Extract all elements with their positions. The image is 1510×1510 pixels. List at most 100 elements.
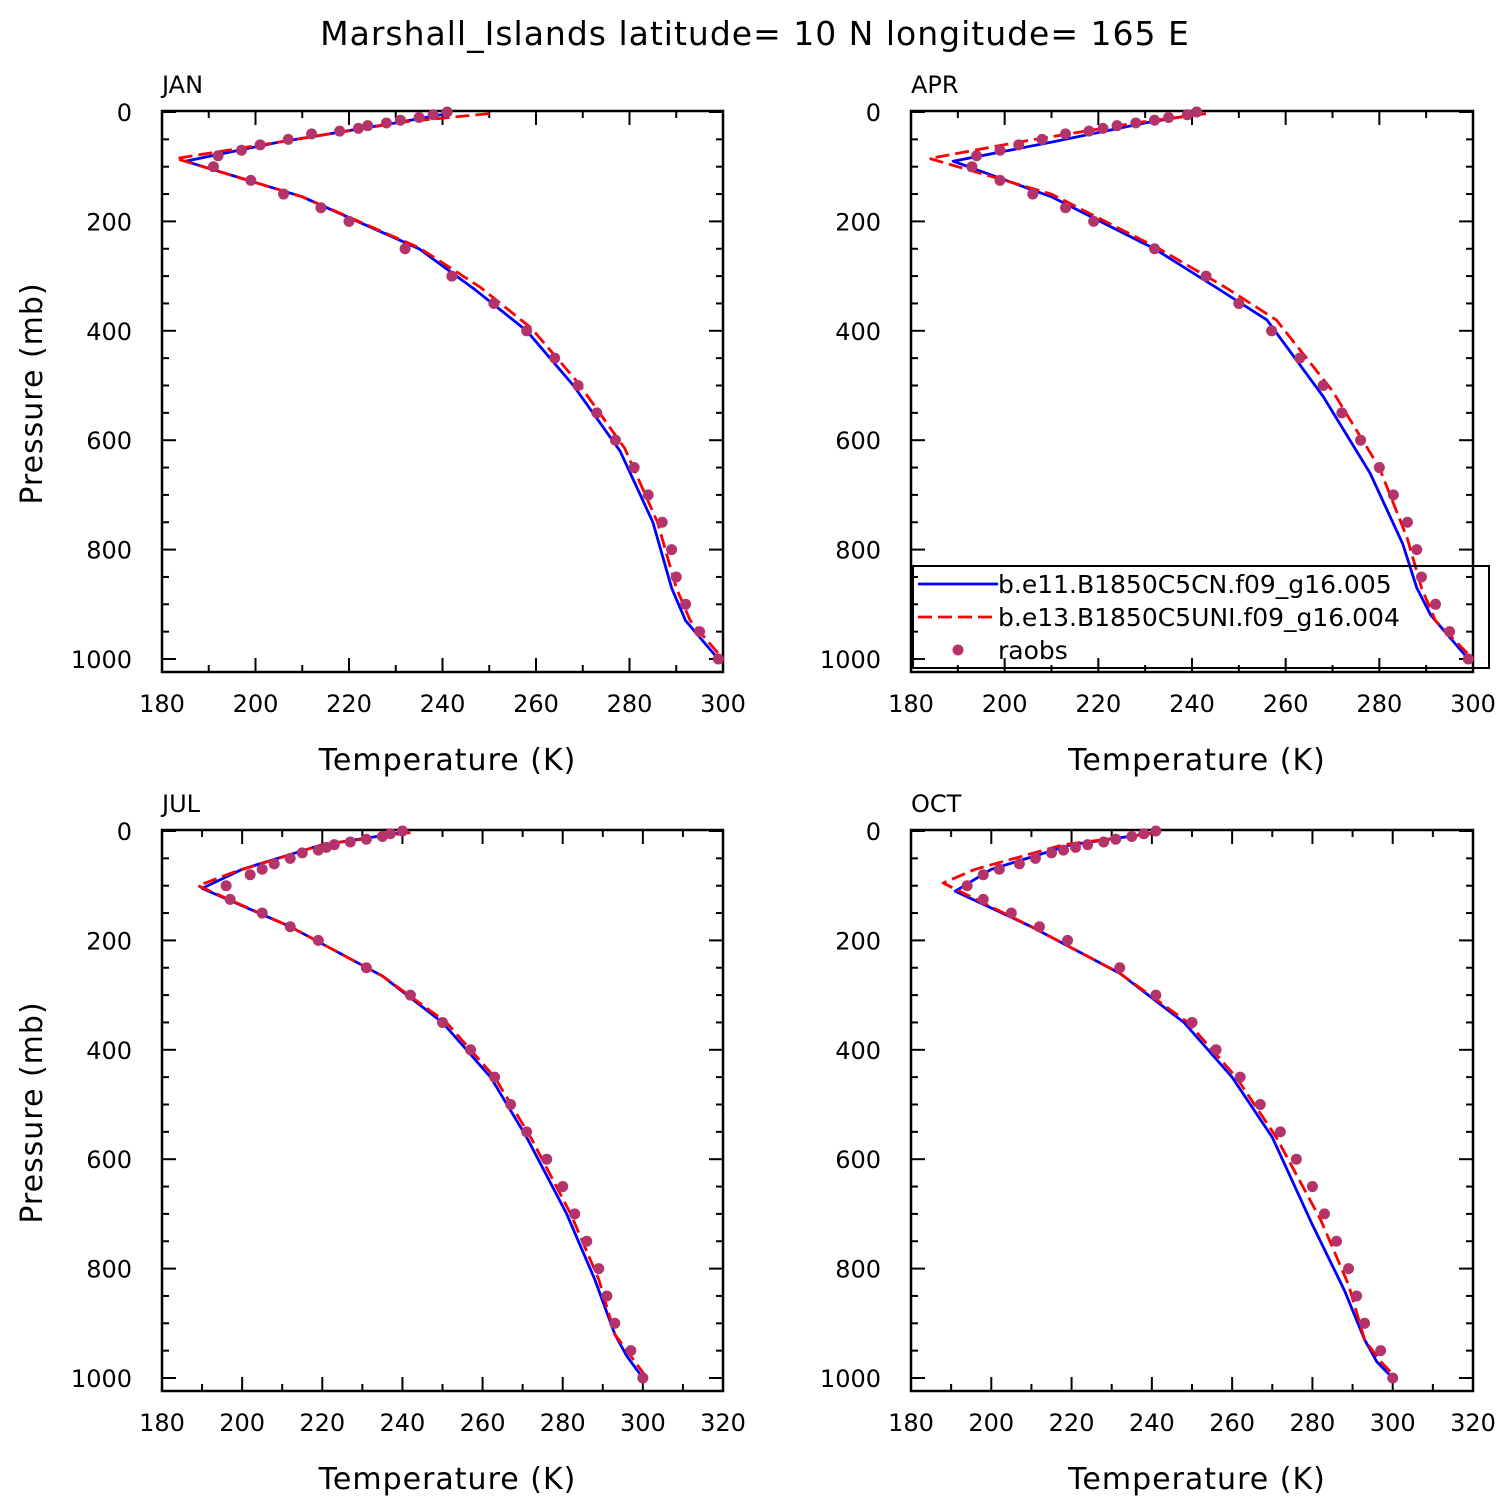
raobs-point [642,489,654,501]
raobs-point [1082,839,1094,851]
legend-entry-label: b.e13.B1850C5UNI.f09_g16.004 [998,603,1400,632]
legend: b.e11.B1850C5CN.f09_g16.005 b.e13.B1850C5… [912,565,1490,669]
x-tick-label: 260 [513,690,559,718]
raobs-point [224,893,236,905]
raobs-point [344,836,356,848]
x-tick-label: 240 [380,1409,426,1437]
raobs-point [1150,825,1162,837]
chart-panel-oct: OCT 180 200 220 240 260 280 300 320 0 200 400 600 800… [820,790,1496,1497]
raobs-point [1062,934,1074,946]
x-tick-label: 220 [1049,1409,1095,1437]
raobs-point [1359,1317,1371,1329]
raobs-point [1331,1235,1343,1247]
y-tick-label: 1000 [820,1365,881,1393]
x-axis-title: Temperature (K) [318,743,577,778]
plot-frame [160,828,725,1393]
raobs-point [1097,122,1109,134]
raobs-point [245,174,257,186]
raobs-point [1444,626,1456,638]
raobs-point [465,1044,477,1056]
x-tick-label: 220 [326,690,372,718]
y-tick-label: 600 [86,427,132,455]
x-tick-label: 280 [607,690,653,718]
raobs-point [446,270,458,282]
series-line-solid [183,112,720,660]
y-tick-label: 400 [835,1037,881,1065]
raobs-point [376,830,388,842]
y-tick-label: 200 [835,208,881,236]
x-tick-label: 200 [982,690,1028,718]
y-tick-label: 800 [835,537,881,565]
raobs-point [541,1153,553,1165]
y-tick-label: 800 [86,1256,132,1284]
raobs-point [1191,106,1203,118]
raobs-point [1387,1372,1399,1384]
panel-label: APR [911,71,959,99]
raobs-point [1290,1153,1302,1165]
raobs-point [1149,114,1161,126]
x-tick-label: 200 [968,1409,1014,1437]
raobs-point [609,1317,621,1329]
chart-panel-apr: APR 180 200 220 240 260 280 300 0 200 400 600 800 100… [820,71,1496,778]
y-tick-label: 0 [117,99,132,127]
x-tick-label: 180 [139,690,185,718]
x-tick-label: 200 [233,690,279,718]
raobs-point [601,1290,613,1302]
raobs-point [343,215,355,227]
series-line-solid [953,831,1394,1379]
x-tick-label: 260 [1263,690,1309,718]
chart-panel-jan: JAN 180 200 220 240 260 280 300 0 200 400 600 800 100… [15,71,746,778]
raobs-point [488,297,500,309]
raobs-point [256,907,268,919]
raobs-point [656,516,668,528]
raobs-point [427,109,439,121]
y-tick-label: 600 [835,1146,881,1174]
raobs-point [569,1208,581,1220]
raobs-point [680,598,692,610]
raobs-point [712,653,724,665]
raobs-point [609,434,621,446]
raobs-point [256,863,268,875]
raobs-point [1462,653,1474,665]
raobs-point [1343,1263,1355,1275]
raobs-point [278,188,290,200]
y-tick-label: 0 [866,99,881,127]
x-tick-label: 300 [1370,1409,1416,1437]
raobs-point [1013,139,1025,151]
raobs-point [581,1235,593,1247]
x-tick-label: 240 [1129,1409,1175,1437]
raobs-point [977,893,989,905]
raobs-point [312,934,324,946]
raobs-point [399,243,411,255]
raobs-point [1046,847,1057,859]
raobs-point [360,833,372,845]
raobs-point [1318,1208,1330,1220]
x-axis-title: Temperature (K) [1067,1462,1326,1497]
raobs-point [549,352,561,364]
raobs-point [505,1099,517,1110]
legend-box [912,565,1490,669]
raobs-point [212,150,224,162]
y-tick-label: 200 [86,208,132,236]
y-tick-label: 0 [117,818,132,846]
raobs-point [1306,1181,1318,1193]
chart-panel-jul: JUL 180 200 220 240 260 280 300 320 0 200 400 600 800… [15,790,746,1497]
x-tick-label: 180 [888,1409,934,1437]
raobs-point [628,462,640,474]
raobs-point [413,111,425,123]
raobs-point [296,847,308,859]
x-tick-label: 300 [700,690,746,718]
x-tick-label: 300 [620,1409,666,1437]
raobs-point [1274,1126,1286,1138]
raobs-point [437,1016,448,1028]
raobs-point [1415,571,1427,583]
x-tick-label: 280 [1290,1409,1336,1437]
x-tick-label: 260 [1209,1409,1255,1437]
x-tick-label: 320 [1450,1409,1496,1437]
raobs-point [380,117,392,129]
raobs-point [235,144,247,156]
raobs-point [396,825,408,837]
x-tick-label: 180 [139,1409,185,1437]
raobs-point [360,962,372,974]
